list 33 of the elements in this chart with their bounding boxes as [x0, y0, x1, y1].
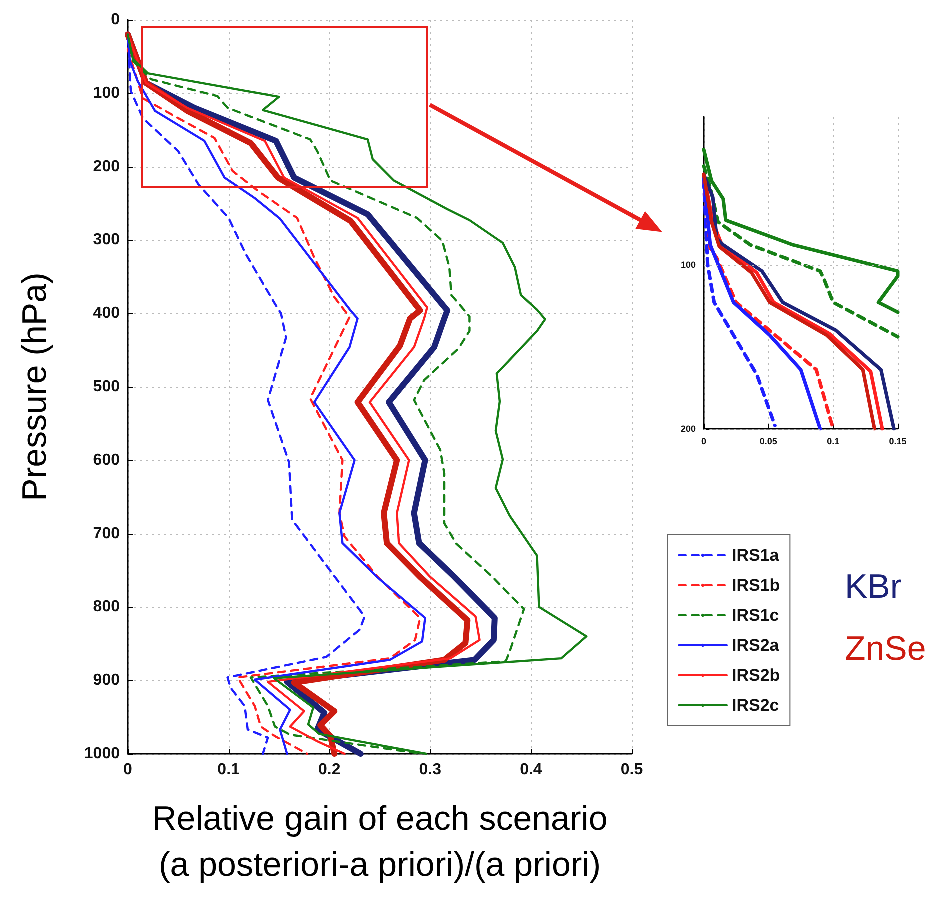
x-tick-label: 0	[124, 762, 133, 778]
text: ZnSe	[845, 630, 926, 668]
y-tick-label: 1000	[84, 746, 120, 762]
x-tick-label: 0	[701, 436, 707, 446]
legend-label: IRS2b	[732, 666, 780, 685]
legend-label: IRS1b	[732, 576, 780, 595]
y-tick-label: 500	[93, 378, 120, 396]
y-tick-label: 200	[680, 424, 696, 434]
x-tick-label: 0.3	[419, 762, 442, 778]
y-tick-label: 200	[93, 158, 120, 176]
y-tick-label: 100	[680, 260, 696, 270]
y-tick-label: 0	[111, 12, 120, 28]
x-axis-title: Relative gain of each scenario (a posteriori-a priori)/(a priori)	[152, 800, 608, 884]
x-tick-label: 0.05	[760, 436, 778, 446]
y-axis-title: Pressure (hPa)	[16, 272, 54, 502]
y-tick-label: 100	[93, 84, 120, 102]
y-tick-label: 900	[93, 672, 120, 690]
y-tick-label: 300	[93, 232, 120, 249]
x-tick-label: 0.5	[620, 762, 644, 778]
legend-label: IRS2c	[732, 696, 780, 715]
y-tick-label: 800	[93, 598, 120, 616]
legend-label: IRS1c	[732, 606, 780, 625]
y-tick-label: 600	[93, 452, 120, 469]
legend-label: IRS2a	[732, 636, 780, 655]
text: KBr	[845, 568, 902, 606]
x-tick-label: 0.1	[218, 762, 240, 778]
x-tick-label: 0.1	[827, 436, 840, 446]
y-tick-label: 400	[93, 305, 120, 322]
x-tick-label: 0.2	[318, 762, 341, 778]
y-tick-label: 700	[93, 525, 120, 542]
legend-label: IRS1a	[732, 546, 780, 565]
x-tick-label: 0.15	[889, 436, 907, 446]
x-tick-label: 0.4	[520, 762, 542, 778]
